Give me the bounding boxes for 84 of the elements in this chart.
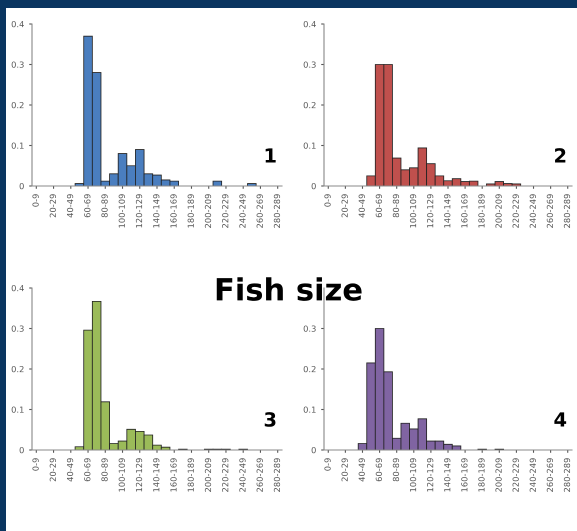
x-tick-label: 260-269 xyxy=(546,194,554,228)
y-tick-label: 0.3 xyxy=(304,61,316,68)
x-tick-label: 160-169 xyxy=(461,194,468,228)
x-tick-label: 220-229 xyxy=(222,458,228,492)
y-tick-label: 0.4 xyxy=(12,284,24,292)
x-tick-label: 60-69 xyxy=(376,194,382,218)
x-tick-label: 60-69 xyxy=(376,458,382,482)
chart-title: Fish size xyxy=(216,277,362,301)
x-tick-label: 160-169 xyxy=(461,458,468,492)
x-tick-label: 200-209 xyxy=(204,194,212,228)
x-tick-label: 240-249 xyxy=(530,458,536,492)
x-tick-label: 0-9 xyxy=(32,194,39,207)
y-tick-label: 0.1 xyxy=(304,406,316,413)
x-tick-label: 180-189 xyxy=(188,458,194,492)
annotation: 3 xyxy=(264,412,276,427)
x-tick-label: 220-229 xyxy=(512,458,519,492)
y-tick-label: 0.1 xyxy=(12,142,24,149)
x-tick-label: 40-49 xyxy=(358,458,365,482)
y-tick-label: 0.2 xyxy=(304,102,316,108)
x-tick-label: 60-69 xyxy=(84,194,90,218)
x-tick-label: 280-289 xyxy=(274,194,280,228)
x-tick-label: 280-289 xyxy=(274,458,280,492)
x-tick-label: 240-249 xyxy=(239,194,246,228)
y-tick-label: 0.2 xyxy=(304,366,316,372)
x-tick-label: 120-129 xyxy=(427,458,434,492)
x-tick-label: 80-89 xyxy=(392,458,400,482)
x-tick-label: 140-149 xyxy=(444,194,450,228)
x-tick-label: 200-209 xyxy=(495,194,502,228)
x-tick-label: 200-209 xyxy=(495,458,502,492)
x-tick-label: 100-109 xyxy=(410,458,416,492)
y-tick-label: 0.4 xyxy=(12,20,24,28)
x-tick-label: 80-89 xyxy=(392,194,400,218)
x-tick-label: 180-189 xyxy=(478,194,485,228)
y-tick-label: 0.3 xyxy=(12,61,24,68)
x-tick-label: 120-129 xyxy=(136,458,142,492)
x-tick-label: 20-29 xyxy=(341,458,348,482)
x-tick-label: 20-29 xyxy=(50,458,56,482)
y-tick-label: 0 xyxy=(312,446,316,454)
x-tick-label: 180-189 xyxy=(188,194,194,228)
x-tick-label: 20-29 xyxy=(50,194,56,218)
y-tick-label: 0.4 xyxy=(304,20,316,28)
y-tick-label: 0.1 xyxy=(12,406,24,413)
x-tick-label: 140-149 xyxy=(444,458,450,492)
annotation: 1 xyxy=(266,148,276,163)
x-tick-label: 20-29 xyxy=(341,194,348,218)
x-tick-label: 160-169 xyxy=(170,194,177,228)
x-tick-label: 180-189 xyxy=(478,458,485,492)
x-tick-label: 280-289 xyxy=(564,458,570,492)
annotation: 2 xyxy=(555,148,566,163)
x-tick-label: 40-49 xyxy=(66,194,74,218)
x-tick-label: 220-229 xyxy=(222,194,228,228)
x-tick-label: 100-109 xyxy=(118,458,125,492)
y-tick-label: 0.2 xyxy=(12,366,24,372)
x-tick-label: 240-249 xyxy=(239,458,246,492)
x-tick-label: 240-249 xyxy=(530,194,536,228)
x-tick-label: 260-269 xyxy=(546,458,554,492)
x-tick-label: 100-109 xyxy=(118,194,125,228)
x-tick-label: 40-49 xyxy=(66,458,74,482)
x-tick-label: 140-149 xyxy=(153,194,160,228)
x-tick-label: 200-209 xyxy=(204,458,212,492)
y-tick-label: 0 xyxy=(20,446,24,454)
x-tick-label: 0-9 xyxy=(32,458,39,471)
x-tick-label: 0-9 xyxy=(324,458,331,471)
x-tick-label: 120-129 xyxy=(136,194,142,228)
y-tick-label: 0 xyxy=(20,182,24,190)
annotation: 4 xyxy=(554,412,566,427)
x-tick-label: 120-129 xyxy=(427,194,434,228)
x-tick-label: 140-149 xyxy=(153,458,160,492)
y-tick-label: 0.3 xyxy=(304,325,316,332)
y-tick-label: 0 xyxy=(312,182,316,190)
x-tick-label: 260-269 xyxy=(256,458,263,492)
x-tick-label: 0-9 xyxy=(324,194,331,207)
x-tick-label: 80-89 xyxy=(101,194,108,218)
y-tick-label: 0.2 xyxy=(12,102,24,108)
x-tick-label: 280-289 xyxy=(564,194,570,228)
x-tick-label: 60-69 xyxy=(84,458,90,482)
x-tick-label: 260-269 xyxy=(256,194,263,228)
y-tick-label: 0.1 xyxy=(304,142,316,149)
x-tick-label: 40-49 xyxy=(358,194,365,218)
x-tick-label: 80-89 xyxy=(101,458,108,482)
x-tick-label: 160-169 xyxy=(170,458,177,492)
y-tick-label: 0.3 xyxy=(12,325,24,332)
x-tick-label: 100-109 xyxy=(410,194,416,228)
x-tick-label: 220-229 xyxy=(512,194,519,228)
